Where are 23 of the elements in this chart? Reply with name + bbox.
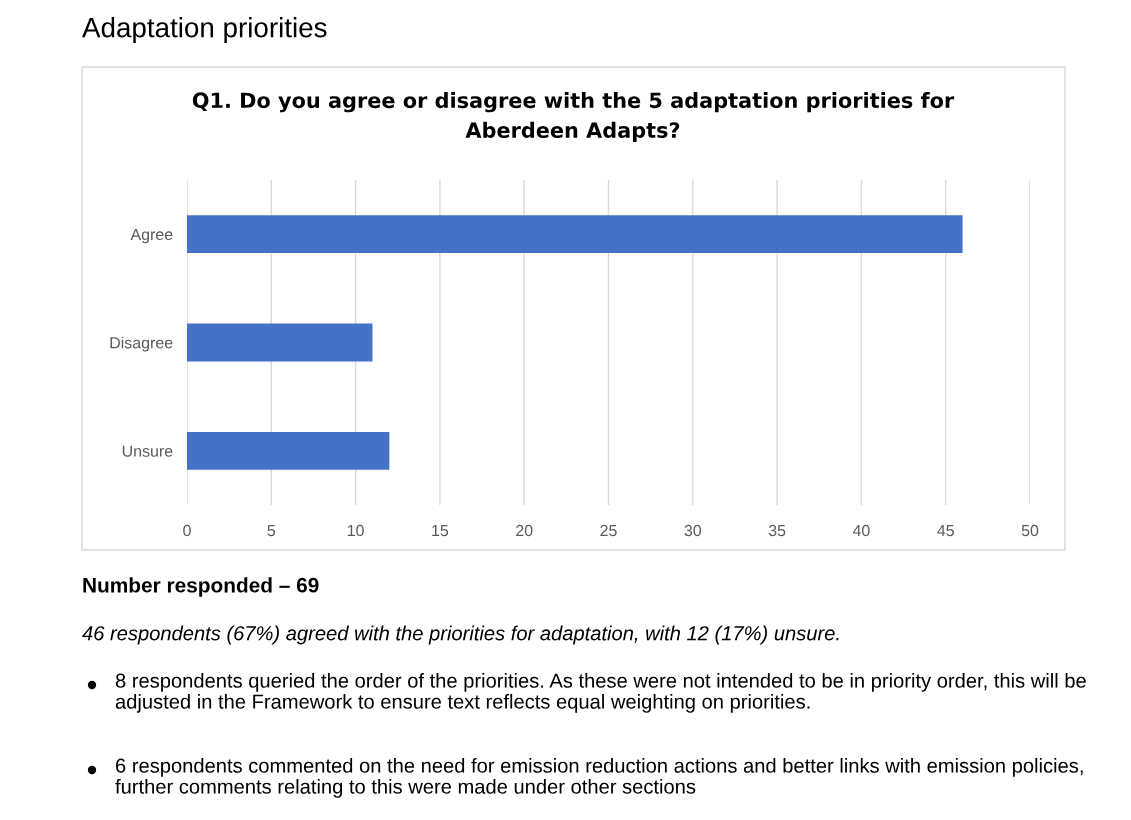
y-tick-label: Agree <box>130 228 173 244</box>
y-tick-label: Disagree <box>110 336 173 352</box>
x-tick-label: 5 <box>267 525 276 537</box>
bar <box>187 323 373 362</box>
x-tick-label: 0 <box>183 524 191 537</box>
x-tick-label: 15 <box>432 525 449 537</box>
text: Number responded – 69 <box>83 577 319 597</box>
chart-title: Q1. Do you agree or disagree with the 5 adaptation priorities for Aberdeen Adapts? <box>192 92 955 142</box>
x-tick-label: 10 <box>347 524 364 537</box>
text: Adaptation priorities <box>82 17 327 43</box>
text: 8 respondents queried the order of the priorities. As these were not intended to be in priority order, this will be adjusted in the Framework to ensure text reflects equal weighting on priorities. <box>115 673 1086 713</box>
text: 46 respondents (67%) agreed with the priorities for adaptation, with 12 (17%) unsure. <box>82 625 839 645</box>
x-tick-label: 35 <box>768 524 786 537</box>
x-tick-label: 45 <box>937 525 954 537</box>
text: 6 respondents commented on the need for emission reduction actions and better links with emission policies, further comments relating to this were made under other sections <box>115 758 1083 798</box>
x-tick-label: 50 <box>1021 524 1039 537</box>
x-tick-label: 40 <box>852 524 870 537</box>
x-tick-label: 25 <box>600 524 617 537</box>
y-tick-label: Unsure <box>122 445 173 457</box>
x-tick-label: 20 <box>516 524 533 537</box>
bar <box>187 431 390 470</box>
bar <box>187 215 963 254</box>
x-tick-label: 30 <box>684 524 702 537</box>
